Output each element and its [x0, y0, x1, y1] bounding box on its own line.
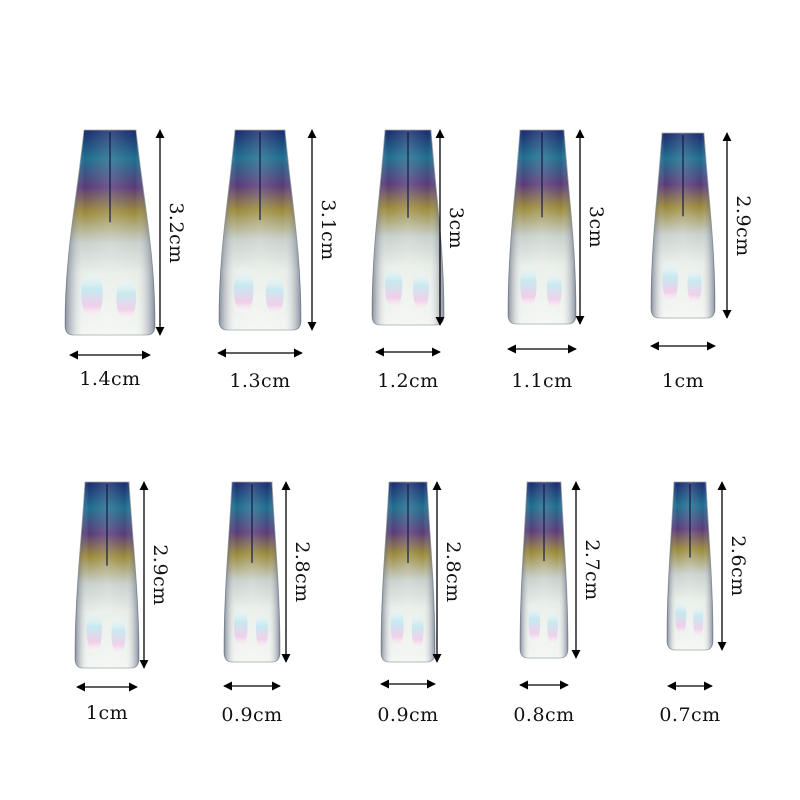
- width-label: 1cm: [85, 702, 129, 724]
- width-label: 1.1cm: [511, 370, 573, 392]
- nail-8: [380, 481, 442, 689]
- opal-highlight: [520, 261, 537, 309]
- width-label: 1.4cm: [79, 368, 141, 390]
- opal-highlight: [693, 601, 704, 639]
- opal-highlight: [411, 609, 424, 650]
- nail-9: [519, 481, 581, 690]
- width-label: 0.9cm: [221, 704, 283, 726]
- nail-3: [371, 129, 445, 357]
- length-label: 2.8cm: [291, 541, 313, 603]
- width-label: 1cm: [661, 370, 705, 392]
- length-label: 2.8cm: [442, 541, 464, 603]
- length-label: 2.6cm: [727, 535, 749, 597]
- opal-highlight: [546, 267, 562, 311]
- width-label: 1.2cm: [377, 370, 439, 392]
- nail-2: [217, 129, 317, 358]
- opal-highlight: [234, 604, 248, 648]
- length-label: 2.9cm: [149, 544, 171, 606]
- opal-highlight: [384, 262, 403, 310]
- width-label: 0.9cm: [377, 704, 439, 726]
- opal-highlight: [675, 596, 687, 637]
- opal-highlight: [413, 268, 429, 312]
- nail-4: [507, 129, 585, 354]
- opal-highlight: [86, 608, 102, 654]
- nail-5: [650, 132, 732, 351]
- opal-highlight: [687, 264, 702, 306]
- nail-10: [666, 481, 727, 691]
- nail-1: [64, 129, 165, 360]
- opal-highlight: [390, 604, 404, 648]
- width-label: 0.8cm: [513, 704, 575, 726]
- length-label: 3.2cm: [165, 201, 187, 264]
- length-label: 2.9cm: [732, 194, 754, 257]
- nail-6: [74, 481, 149, 692]
- length-label: 3cm: [445, 206, 467, 249]
- opal-highlight: [547, 606, 558, 646]
- length-label: 3.1cm: [317, 199, 339, 261]
- opal-highlight: [528, 601, 541, 644]
- length-label: 3cm: [585, 205, 607, 249]
- opal-highlight: [662, 258, 678, 304]
- opal-highlight: [81, 269, 103, 319]
- width-label: 1.3cm: [229, 370, 291, 392]
- opal-highlight: [255, 609, 269, 650]
- opal-highlight: [111, 614, 126, 655]
- width-label: 0.7cm: [659, 704, 721, 726]
- length-label: 2.7cm: [581, 539, 603, 601]
- opal-highlight: [116, 275, 137, 321]
- nail-7: [223, 481, 291, 691]
- opal-highlight: [265, 272, 284, 316]
- opal-highlight: [233, 266, 254, 314]
